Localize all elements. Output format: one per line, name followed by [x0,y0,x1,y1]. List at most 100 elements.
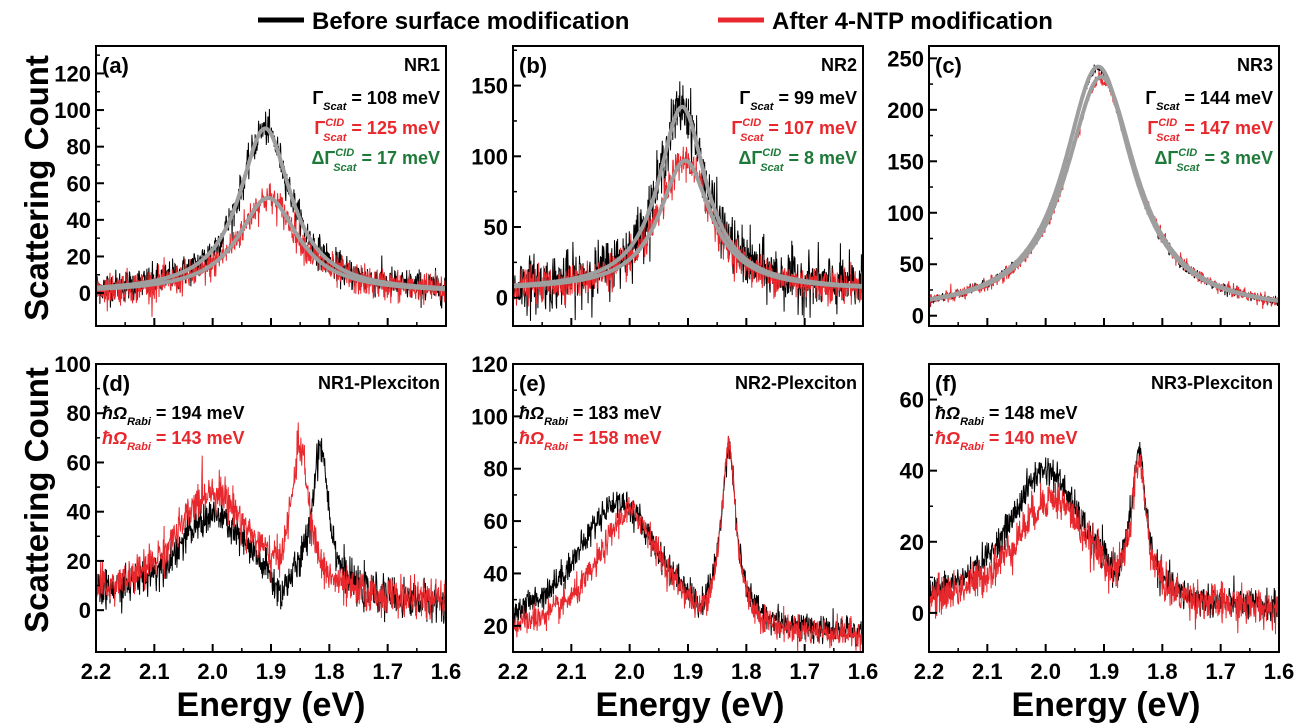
y-tick-label: 100 [471,144,508,169]
y-tick-label: 250 [887,46,924,71]
y-tick-label: 20 [900,530,924,555]
x-tick-label: 2.1 [556,659,587,684]
x-tick-label: 1.7 [372,659,403,684]
plot-area [513,81,863,321]
y-tick-label: 60 [900,388,924,413]
panel-label: (e) [519,371,546,396]
panel-f: 2.2 2.1 2.0 1.9 1.8 1.7 1.6 0 20 40 60 (f) NR3-Plexc… [900,363,1295,684]
y-tick-label: 120 [471,352,508,377]
x-tick-label: 2.0 [197,659,228,684]
y-tick-label: 20 [484,614,508,639]
x-tick-label: 1.9 [1089,659,1120,684]
annotation-1: ΓScat = 144 meV [1145,88,1273,113]
x-tick-label: 2.2 [81,659,112,684]
y-tick-label: 50 [900,252,924,277]
panel-label: (f) [935,371,957,396]
y-tick-label: 150 [887,149,924,174]
y-tick-label: 40 [67,208,91,233]
y-tick-label: 20 [67,549,91,574]
x-tick-label: 1.9 [256,659,287,684]
annotation-1: ħΩRabi = 148 meV [935,403,1077,428]
panel-title: NR2 [821,55,857,75]
annotation-3: ΔΓCID Scat = 3 meV [1154,147,1273,174]
annotation-2: ΓCID Scat = 125 meV [314,117,440,144]
panel-label: (a) [102,53,129,78]
x-tick-label: 1.6 [1264,659,1295,684]
x-tick-label: 2.1 [972,659,1003,684]
panel-label: (b) [519,53,547,78]
y-tick-label: 100 [887,201,924,226]
y-tick-label: 40 [900,459,924,484]
x-axis-title-1: Energy (eV) [177,686,366,724]
plot-area [96,422,446,624]
plot-frame [512,363,864,653]
panel-c: 0 50 100 150 200 250 (c) NR3 ΓScat = 144 meV ΓCID… [887,45,1280,329]
fit-curve-2 [513,158,863,289]
y-tick-label: 60 [67,450,91,475]
series-after-line [513,435,863,652]
y-tick-label: 0 [912,304,924,329]
fit-curve-2 [96,195,446,292]
panel-e: 2.2 2.1 2.0 1.9 1.8 1.7 1.6 20 40 60 80 100 120 (e) NR… [471,352,878,684]
panel-label: (d) [102,371,130,396]
annotation-1: ħΩRabi = 194 meV [102,403,244,428]
y-tick-label: 40 [67,500,91,525]
y-tick-label: 40 [484,561,508,586]
x-axis-title-3: Energy (eV) [1012,686,1201,724]
series-after-line [929,454,1279,635]
y-tick-label: 100 [471,404,508,429]
plot-frame [95,363,447,653]
series-after-line [513,146,863,309]
y-tick-label: 0 [79,598,91,623]
legend-label-after: After 4-NTP modification [772,8,1053,35]
y-tick-label: 80 [67,135,91,160]
y-tick-label: 80 [67,401,91,426]
panel-b: 0 50 100 150 (b) NR2 ΓScat = 99 meV ΓCID Scat = … [471,45,864,327]
series-after-line [96,183,446,317]
y-tick-label: 150 [471,74,508,99]
x-tick-label: 2.0 [614,659,645,684]
annotation-2: ħΩRabi = 158 meV [519,428,661,453]
annotation-1: ΓScat = 108 meV [312,88,440,113]
y-tick-label: 60 [67,171,91,196]
y-tick-label: 200 [887,98,924,123]
y-axis-title-bottom: Scattering Count [18,367,55,633]
x-tick-label: 1.7 [789,659,820,684]
annotation-3: ΔΓCID Scat = 8 meV [738,147,857,174]
y-tick-label: 60 [484,509,508,534]
annotation-3: ΔΓCID Scat = 17 meV [311,147,440,174]
x-tick-label: 1.6 [431,659,462,684]
panel-title: NR1-Plexciton [318,373,440,393]
panel-title: NR3 [1237,55,1273,75]
panel-title: NR1 [404,55,440,75]
x-axis-title-2: Energy (eV) [596,686,785,724]
annotation-2: ħΩRabi = 140 meV [935,428,1077,453]
x-tick-label: 2.2 [498,659,529,684]
y-tick-label: 100 [54,352,91,377]
x-tick-label: 2.2 [914,659,945,684]
y-tick-label: 0 [79,281,91,306]
x-tick-label: 1.8 [314,659,345,684]
annotation-1: ΓScat = 99 meV [739,88,857,113]
annotation-2: ΓCID Scat = 107 meV [731,117,857,144]
x-tick-label: 1.9 [673,659,704,684]
y-tick-label: 80 [484,457,508,482]
annotation-2: ΓCID Scat = 147 meV [1147,117,1273,144]
legend: Before surface modification After 4-NTP … [258,8,1053,35]
y-axis-title-top: Scattering Count [18,55,55,321]
panel-title: NR2-Plexciton [735,373,857,393]
fit-curve-1 [96,126,446,291]
panel-d: 2.2 2.1 2.0 1.9 1.8 1.7 1.6 0 20 40 60 80 100 (d) NR1-… [54,352,461,684]
panel-label: (c) [935,53,962,78]
series-before-line [929,441,1279,623]
y-tick-label: 0 [496,286,508,311]
x-tick-label: 1.8 [1147,659,1178,684]
plot-area [929,64,1279,309]
series-after-line [96,422,446,620]
plot-area [929,441,1279,635]
y-tick-label: 120 [54,61,91,86]
y-tick-label: 100 [54,98,91,123]
panel-a: 0 20 40 60 80 100 120 (a) NR1 ΓScat = 108 meV ΓCID… [54,45,447,327]
x-tick-label: 2.1 [139,659,170,684]
panel-title: NR3-Plexciton [1151,373,1273,393]
